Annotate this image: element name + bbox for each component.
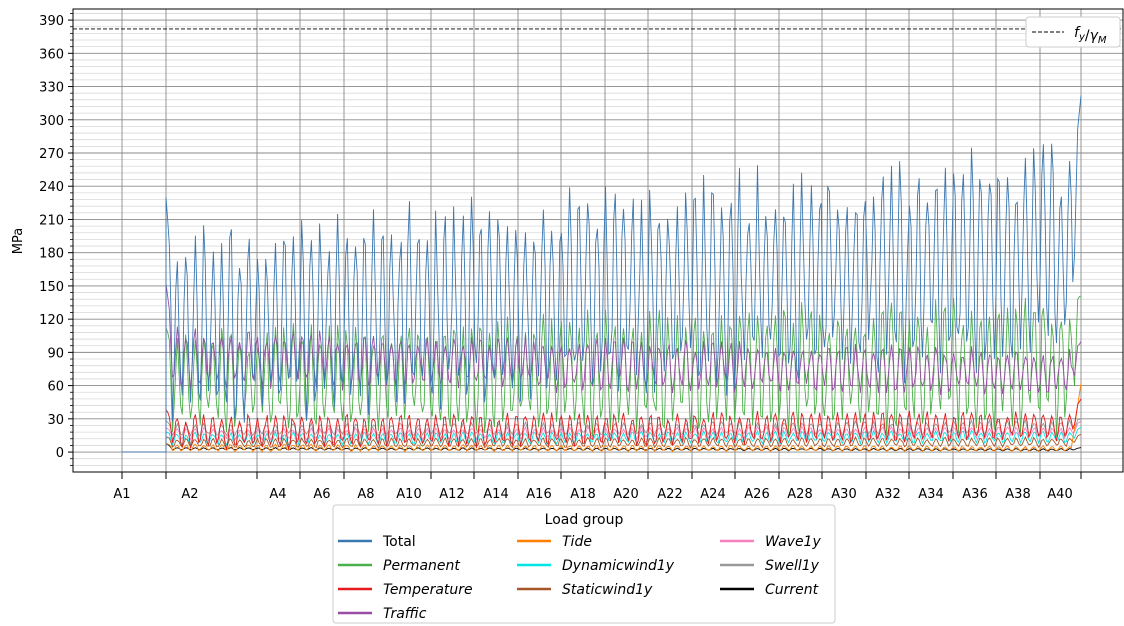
legend-box [332,504,836,624]
y-tick-label: 390 [39,14,64,29]
x-tick-label: A10 [396,487,421,502]
legend-label-current: Current [765,582,819,598]
y-tick-label: 360 [39,47,64,62]
x-tick-label: A1 [113,487,130,502]
plot-frame [72,8,1124,473]
x-tick-label: A14 [483,487,508,502]
x-tick-label: A22 [657,487,682,502]
y-axis-label: MPa [11,228,26,254]
x-tick-label: A16 [526,487,551,502]
legend-label-total: Total [382,534,416,550]
y-tick-label: 30 [47,413,64,428]
y-tick-label: 240 [39,180,64,195]
x-tick-label: A30 [831,487,856,502]
y-tick-label: 180 [39,247,64,262]
series-line-permanent [122,295,1082,453]
threshold-legend-label: fy/γM [1074,25,1107,46]
series-line-staticwind1y [122,433,1082,453]
load-group-legend: Load group Total Permanent Temperature Traf… [332,504,836,624]
y-tick-label: 90 [47,346,64,361]
x-tick-label: A40 [1047,487,1072,502]
y-tick-label: 300 [39,114,64,129]
y-tick-label: 60 [47,380,64,395]
x-tick-label: A38 [1005,487,1030,502]
x-tick-label: A6 [313,487,330,502]
y-tick-label: 270 [39,147,64,162]
y-tick-label: 120 [39,313,64,328]
series-line-swell1y [122,418,1082,453]
legend-label-tide: Tide [562,534,592,550]
legend-label-temperature: Temperature [383,582,473,598]
x-tick-label: A26 [744,487,769,502]
legend-entries: Total Permanent Temperature Traffic Tide Dyna… [338,534,821,622]
legend-title: Load group [545,512,624,528]
legend-label-swell1y: Swell1y [765,558,820,574]
series-line-traffic [122,283,1082,453]
y-axis: 0 30 60 90 120 150 180 210 240 270 300 330 360 390 [39,13,73,466]
x-tick-label: A2 [181,487,198,502]
y-tick-label: 330 [39,81,64,96]
series-line-temperature [122,398,1082,453]
y-tick-label: 210 [39,213,64,228]
x-tick-label: A24 [700,487,725,502]
threshold-legend-box [1025,16,1121,48]
x-tick-label: A18 [570,487,595,502]
legend-label-traffic: Traffic [383,606,427,622]
x-tick-label: A34 [918,487,943,502]
series-line-tide [122,383,1082,453]
legend-label-wave1y: Wave1y [765,534,821,550]
x-tick-label: A12 [439,487,464,502]
x-tick-label: A36 [962,487,987,502]
x-tick-label: A4 [269,487,286,502]
series-line-wave1y [122,420,1082,453]
legend-label-staticwind1y: Staticwind1y [562,582,653,598]
x-tick-label: A28 [787,487,812,502]
y-tick-label: 0 [56,446,64,461]
threshold-legend: fy/γM [1025,16,1121,48]
x-tick-label: A20 [613,487,638,502]
x-tick-label: A8 [357,487,374,502]
x-tick-label: A32 [875,487,900,502]
legend-label-permanent: Permanent [383,558,460,574]
y-tick-label: 150 [39,280,64,295]
legend-label-dynamicwind1y: Dynamicwind1y [562,558,675,574]
series-line-current [122,442,1082,453]
x-axis: A1 A2 A4 A6 A8 A10 A12 A14 A16 A18 A20 A22 A24 A26 A28… [113,472,1082,502]
series-lines [122,95,1082,453]
series-line-total [122,95,1082,453]
